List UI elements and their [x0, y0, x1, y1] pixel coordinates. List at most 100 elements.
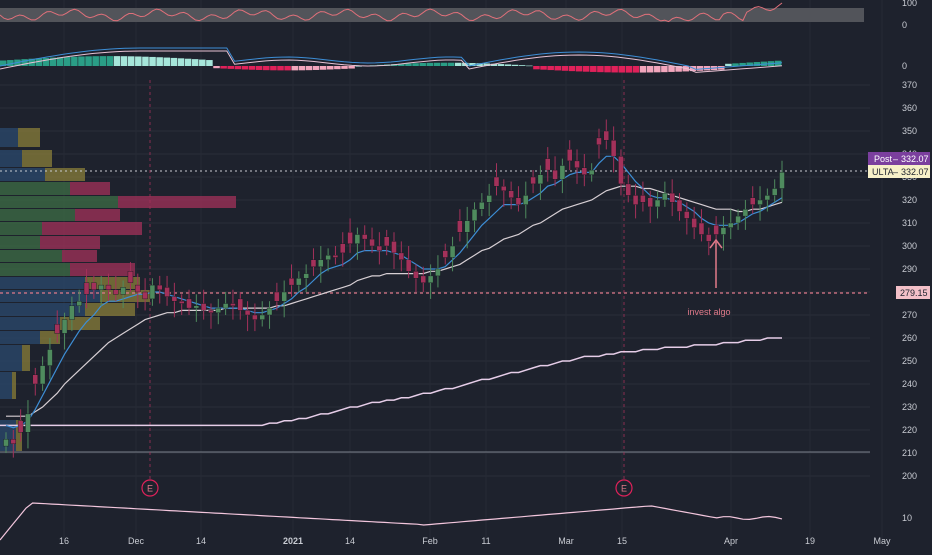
candle-body-7[interactable]	[54, 324, 60, 334]
candle-body-101[interactable]	[742, 208, 749, 217]
candle-body-41[interactable]	[303, 273, 309, 279]
candle-body-2[interactable]	[17, 420, 24, 433]
earnings-marker-2[interactable]	[615, 479, 633, 497]
candle-body-84[interactable]	[618, 156, 624, 185]
candle-body-14[interactable]	[105, 284, 112, 290]
candle-body-61[interactable]	[449, 245, 456, 258]
candle-body-74[interactable]	[545, 158, 551, 171]
candle-body-45[interactable]	[332, 254, 339, 258]
candle-body-27[interactable]	[200, 303, 207, 311]
candle-body-83[interactable]	[610, 139, 617, 157]
candle-body-99[interactable]	[728, 222, 734, 228]
candle-body-49[interactable]	[362, 234, 368, 240]
candle-body-104[interactable]	[764, 195, 771, 201]
candle-body-42[interactable]	[310, 259, 317, 267]
candle-body-86[interactable]	[632, 195, 639, 205]
candle-body-22[interactable]	[164, 287, 170, 297]
candle-body-32[interactable]	[237, 298, 243, 311]
candle-body-10[interactable]	[76, 301, 82, 307]
candle-body-17[interactable]	[127, 271, 134, 283]
candle-body-97[interactable]	[713, 225, 719, 235]
candle-body-3[interactable]	[25, 413, 31, 433]
price-pane[interactable]: invest algo	[0, 80, 870, 480]
candles[interactable]	[3, 119, 785, 458]
candle-body-78[interactable]	[574, 160, 580, 168]
candle-body-36[interactable]	[266, 307, 273, 316]
candle-body-100[interactable]	[735, 215, 741, 224]
candle-body-85[interactable]	[625, 183, 631, 196]
candle-body-71[interactable]	[523, 195, 529, 205]
candle-body-15[interactable]	[113, 289, 119, 295]
candle-body-25[interactable]	[186, 298, 192, 309]
candle-body-52[interactable]	[383, 236, 390, 247]
candle-body-50[interactable]	[369, 238, 375, 247]
candle-body-96[interactable]	[706, 234, 712, 242]
candle-body-59[interactable]	[435, 268, 441, 277]
candle-body-91[interactable]	[669, 192, 675, 203]
candle-body-106[interactable]	[779, 172, 785, 189]
candle-body-69[interactable]	[508, 190, 514, 198]
candle-body-16[interactable]	[120, 287, 126, 295]
time-axis[interactable]: 16 Dec 14 2021 14 Feb 11 Mar 15 Apr 19 May	[59, 536, 891, 546]
candle-body-30[interactable]	[222, 303, 229, 309]
candle-body-9[interactable]	[69, 305, 75, 320]
candle-body-43[interactable]	[318, 259, 324, 267]
candle-body-46[interactable]	[340, 243, 346, 254]
candle-body-29[interactable]	[215, 307, 222, 313]
candle-body-21[interactable]	[157, 284, 163, 290]
candle-body-23[interactable]	[171, 296, 178, 302]
candle-body-6[interactable]	[47, 349, 53, 366]
candle-body-58[interactable]	[427, 275, 434, 283]
candle-body-81[interactable]	[596, 137, 602, 145]
candle-body-68[interactable]	[501, 185, 507, 191]
candle-body-87[interactable]	[640, 195, 646, 203]
macd-panel[interactable]: 0	[0, 47, 907, 73]
candle-body-93[interactable]	[684, 211, 690, 219]
candle-body-66[interactable]	[486, 195, 492, 203]
candle-body-82[interactable]	[603, 130, 610, 141]
candle-body-102[interactable]	[750, 197, 756, 205]
candle-body-98[interactable]	[720, 227, 727, 235]
candle-body-35[interactable]	[259, 314, 265, 320]
candle-body-92[interactable]	[676, 199, 683, 212]
candle-body-8[interactable]	[61, 319, 68, 334]
candle-body-89[interactable]	[654, 199, 661, 208]
candle-body-44[interactable]	[325, 254, 331, 260]
candle-body-28[interactable]	[208, 310, 214, 313]
candle-body-51[interactable]	[376, 245, 383, 251]
candle-body-72[interactable]	[530, 176, 536, 185]
candle-body-1[interactable]	[10, 439, 17, 445]
candle-body-63[interactable]	[464, 220, 470, 233]
candle-body-62[interactable]	[457, 220, 463, 233]
candle-body-64[interactable]	[471, 208, 478, 221]
candle-body-38[interactable]	[281, 291, 287, 302]
earnings-markers[interactable]: E E	[141, 479, 633, 497]
candle-body-76[interactable]	[559, 165, 566, 180]
candle-body-90[interactable]	[662, 192, 668, 201]
candle-body-19[interactable]	[142, 291, 148, 300]
candle-body-103[interactable]	[757, 199, 763, 205]
candle-body-37[interactable]	[274, 291, 280, 302]
candle-body-57[interactable]	[420, 275, 426, 283]
candle-body-11[interactable]	[83, 282, 90, 295]
candle-body-20[interactable]	[149, 284, 156, 300]
candle-body-95[interactable]	[698, 222, 705, 235]
candle-body-5[interactable]	[39, 365, 46, 385]
candle-body-12[interactable]	[91, 282, 97, 290]
candle-body-4[interactable]	[32, 374, 38, 385]
candle-body-24[interactable]	[178, 301, 185, 304]
candle-body-94[interactable]	[691, 218, 697, 228]
candle-body-56[interactable]	[413, 271, 419, 279]
candle-body-26[interactable]	[193, 305, 200, 309]
candle-body-53[interactable]	[391, 241, 397, 254]
price-axis[interactable]: 3703603503403303203103002902802702602502…	[902, 80, 917, 481]
adx-panel[interactable]: 10	[0, 502, 912, 541]
candle-body-55[interactable]	[405, 259, 412, 272]
candle-body-75[interactable]	[552, 169, 558, 180]
candle-body-77[interactable]	[566, 149, 573, 162]
candle-body-80[interactable]	[588, 169, 595, 175]
candle-body-34[interactable]	[252, 314, 258, 320]
candle-body-47[interactable]	[347, 231, 353, 244]
